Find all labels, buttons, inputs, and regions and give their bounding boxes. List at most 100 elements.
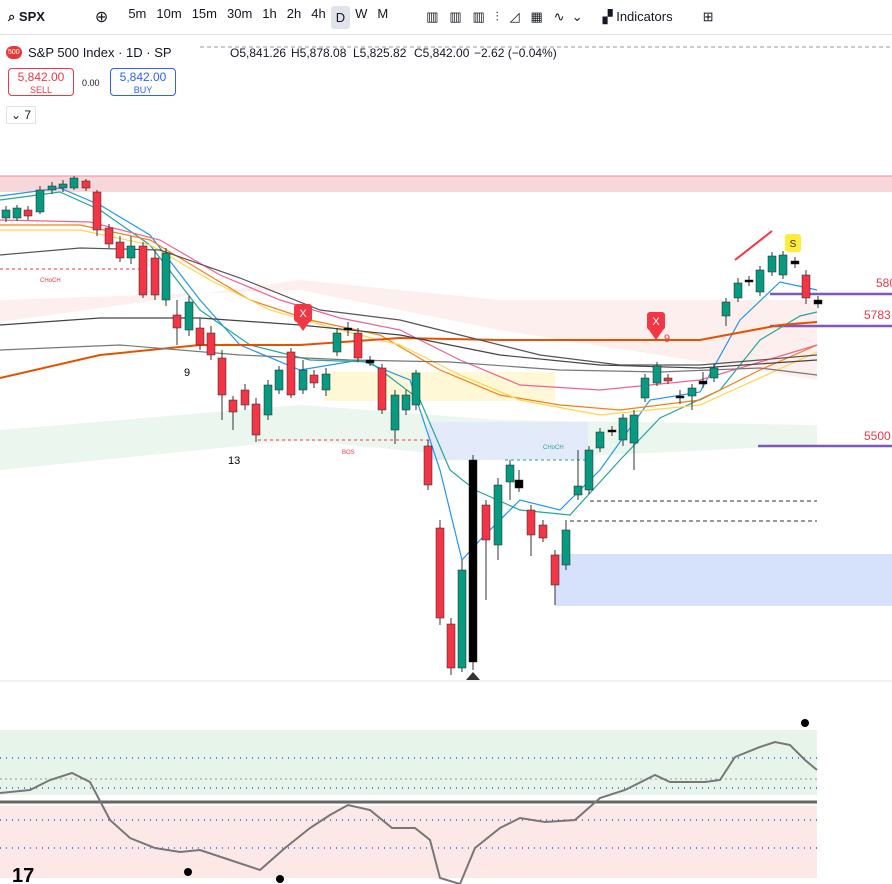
overbought-zone [0,730,817,795]
candle-body [240,389,250,406]
candle-body [69,177,79,189]
interval-button[interactable]: 5m [128,5,147,21]
candle-body [377,367,387,411]
candle-body [790,260,800,265]
candle-body [228,399,238,413]
marker [785,234,801,252]
structure-label: CHoCH [40,278,61,284]
supply-zone [0,176,892,192]
trend-line [734,230,773,261]
candle-body [698,380,708,385]
candle-body [618,417,628,441]
signal-dot [276,875,284,883]
chart-style-buttons[interactable]: ▥ ▥ ▥ ⫶ ◿ ▦ ∿ ⌄ [426,9,583,24]
candle-body [652,365,662,384]
candle-body [481,504,491,541]
moving-average [0,219,818,391]
toolbar: ⌕ SPX ⊕ 5m 10m 15m 30m 1h 2h 4h D W M ▥ ▥ ▥ ⫶ ◿ ▦… [0,0,892,35]
candle-body [801,274,811,299]
level-label: 5500 [864,429,891,443]
demand-zone [555,554,892,606]
moving-average [0,224,818,411]
tv-logo: 17 [12,865,34,884]
interval-button[interactable]: 1h [262,5,277,21]
fvg-yellow [325,372,555,401]
symbol-search[interactable]: ⌕ SPX [8,9,45,24]
candle-body [47,185,57,191]
candle-body [58,183,68,189]
candle-body [584,449,594,491]
moving-average [0,229,818,416]
interval-button[interactable]: M [377,5,389,21]
level-label: 580 [876,276,892,290]
marker [649,330,663,340]
structure-label: CHoCH [543,445,564,451]
marker-label: S [790,239,797,250]
buy-price[interactable]: 5,842.00 [119,70,167,84]
candle-body [195,327,205,346]
interval-button[interactable]: 10m [156,5,182,21]
moving-average [0,317,818,369]
candles [1,176,823,675]
candle-body [561,529,571,566]
candle-body [573,485,583,496]
interval-button[interactable]: 15m [191,5,217,21]
candle-body [640,377,650,399]
count-label: 9 [664,333,670,345]
marker-label: X [652,316,660,328]
collapse-count[interactable]: 7 [24,108,32,122]
signal-dot [801,719,809,727]
spread: 0.00 [82,78,100,88]
candle-body [92,191,102,231]
candle-body [550,554,560,586]
structure-label: BOS [342,450,355,456]
candle-body [401,394,411,411]
candle-body [607,429,617,433]
legend-close: C5,842.00 [414,46,470,60]
candle-body [595,431,605,449]
candle-body [115,241,125,259]
interval-button[interactable]: 2h [286,5,302,21]
interval-button[interactable]: 4h [311,5,326,21]
legend-change: −2.62 (−0.04%) [474,46,557,60]
candle-body [468,459,478,663]
candle-body [286,351,296,396]
signal-dot [184,868,192,876]
buy-button[interactable]: 5,842.00 BUY [110,68,176,96]
indicators-button[interactable]: ▞ Indicators [602,9,673,24]
candle-body [663,377,673,382]
candle-body [150,257,160,296]
candle-body [23,209,33,217]
legend-open: O5,841.26 [230,46,287,60]
layout-button[interactable]: ⊞ [702,9,714,24]
indicators-label[interactable]: Indicators [616,9,673,24]
candle-body [138,245,148,296]
sell-label[interactable]: SELL [29,85,53,95]
candle-body [321,373,331,391]
candle-body [721,301,731,317]
intervals: 5m 10m 15m 30m 1h 2h 4h D W M [123,5,393,29]
candle-body [263,384,273,416]
sell-button[interactable]: 5,842.00 SELL [8,68,74,96]
candle-body [446,623,456,669]
candle-body [390,394,400,431]
interval-button[interactable]: D [330,5,351,29]
collapse-indicators[interactable]: ⌄ 7 [6,106,37,124]
candle-body [298,369,308,391]
symbol[interactable]: SPX [18,9,45,24]
candle-body [81,180,91,189]
candle-body [12,207,22,219]
cloud-red [0,280,817,380]
symbol-badge: 500 [6,46,22,59]
interval-button[interactable]: 30m [226,5,253,21]
low-marker [466,672,480,680]
sell-price[interactable]: 5,842.00 [17,70,65,84]
legend-title: S&P 500 Index · 1D · SP [28,45,172,60]
buy-label[interactable]: BUY [133,85,153,95]
candle-body [251,403,261,436]
interval-button[interactable]: W [355,5,368,21]
cloud-green [0,405,817,470]
compare-button[interactable]: ⊕ [94,9,109,26]
candle-body [274,369,284,391]
marker-label: X [299,308,307,320]
